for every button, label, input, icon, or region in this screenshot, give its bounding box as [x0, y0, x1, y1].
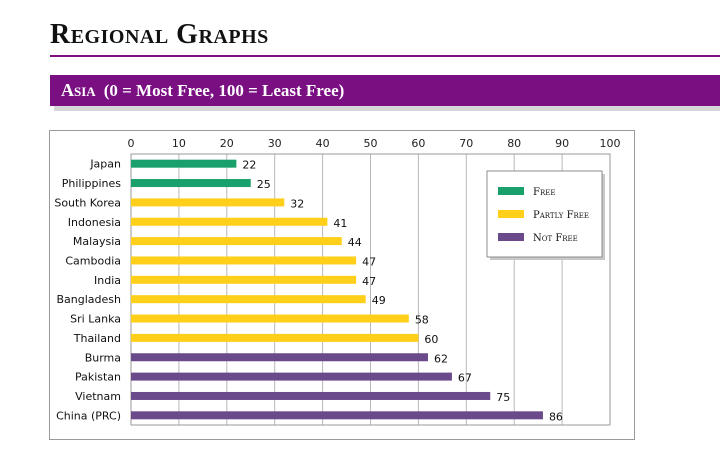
data-label: 47	[362, 275, 376, 288]
bar	[131, 256, 357, 265]
data-label: 86	[549, 410, 563, 423]
data-label: 58	[415, 314, 429, 327]
category-label: Malaysia	[73, 235, 121, 248]
category-label: Japan	[89, 158, 121, 171]
x-tick-label: 0	[128, 137, 135, 150]
category-label: Pakistan	[75, 371, 121, 384]
data-label: 47	[362, 255, 376, 268]
x-tick-label: 40	[316, 137, 330, 150]
x-tick-label: 80	[507, 137, 521, 150]
bar	[131, 411, 543, 420]
x-tick-label: 30	[268, 137, 282, 150]
x-tick-label: 20	[220, 137, 234, 150]
freedom-bar-chart: 0 10 20 30 40 50 60 70 80 90 100 Japan 22 Philippines…	[54, 137, 621, 426]
title-divider	[50, 55, 720, 57]
bar	[131, 333, 419, 342]
data-label: 60	[424, 333, 438, 346]
legend-swatch	[498, 210, 524, 218]
data-label: 62	[434, 352, 448, 365]
data-label: 44	[348, 236, 362, 249]
category-label: Vietnam	[75, 390, 121, 403]
x-tick-label: 90	[555, 137, 569, 150]
bar	[131, 179, 251, 188]
data-label: 41	[333, 217, 347, 230]
category-label: South Korea	[54, 196, 121, 209]
section-scale-note: (0 = Most Free, 100 = Least Free)	[103, 80, 345, 100]
category-label: Burma	[85, 351, 121, 364]
legend-swatch	[498, 233, 524, 241]
x-tick-label: 60	[411, 137, 425, 150]
x-tick-label: 100	[600, 137, 621, 150]
data-label: 75	[496, 391, 510, 404]
category-label: Cambodia	[65, 254, 121, 267]
plot-area-border	[130, 153, 611, 426]
x-tick-label: 70	[459, 137, 473, 150]
data-label: 25	[257, 178, 271, 191]
bar	[131, 275, 357, 284]
data-label: 32	[290, 197, 304, 210]
category-label: India	[94, 274, 121, 287]
legend-label: Free	[533, 187, 555, 198]
section-header: Asia (0 = Most Free, 100 = Least Free)	[50, 75, 720, 106]
category-label: Thailand	[73, 332, 121, 345]
bar	[131, 353, 428, 362]
legend-label: Partly Free	[533, 210, 589, 221]
x-tick-label: 10	[172, 137, 186, 150]
bar	[131, 391, 491, 400]
page-title: Regional Graphs	[50, 19, 269, 50]
bar	[131, 217, 328, 226]
bar	[131, 237, 342, 246]
legend-swatch	[498, 187, 524, 195]
category-label: Indonesia	[68, 216, 121, 229]
category-label: China (PRC)	[56, 409, 121, 422]
section-region-label: Asia	[61, 80, 96, 100]
bar	[131, 372, 452, 381]
data-label: 22	[242, 159, 256, 172]
category-label: Sri Lanka	[70, 313, 121, 326]
bar	[131, 314, 409, 323]
x-tick-label: 50	[364, 137, 378, 150]
data-label: 67	[458, 372, 472, 385]
bar	[131, 295, 366, 304]
category-label: Philippines	[62, 177, 122, 190]
bar	[131, 198, 285, 207]
bar	[131, 159, 237, 168]
legend-label: Not Free	[533, 233, 578, 244]
category-label: Bangladesh	[57, 293, 122, 306]
data-label: 49	[372, 294, 386, 307]
